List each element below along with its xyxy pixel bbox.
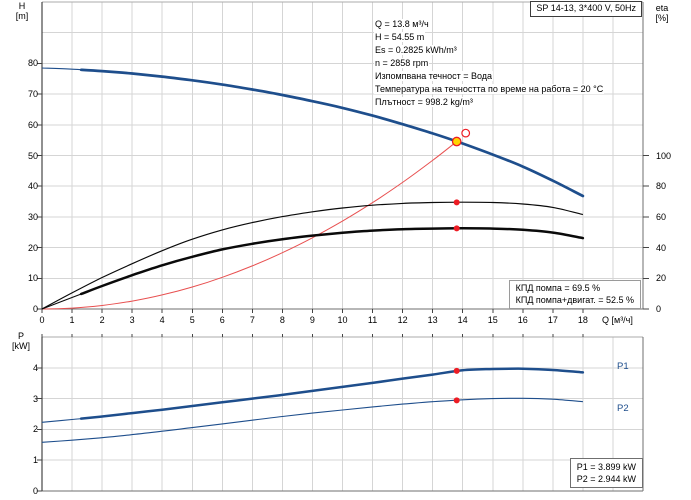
efficiency-results-box: КПД помпа = 69.5 % КПД помпа+двигат. = 5…: [508, 280, 641, 309]
x-tick-label: 1: [69, 315, 75, 325]
eta-pump-motor-duty-dot: [453, 225, 460, 232]
eta-tick-label: 80: [656, 181, 667, 192]
eta-tick-label: 60: [656, 211, 667, 222]
h-tick-label: 10: [27, 273, 38, 284]
info-line-q: Q = 13.8 м³/ч: [374, 19, 430, 29]
x-tick-label: 12: [397, 315, 408, 325]
p-tick-label: 4: [32, 362, 38, 373]
h-tick-label: 50: [27, 150, 38, 161]
eta-pump-motor-curve-rated-range: [79, 227, 585, 296]
kpd-pump-line: КПД помпа = 69.5 %: [515, 283, 601, 293]
x-tick-label: 13: [427, 315, 438, 325]
p-axis-label: P [kW]: [12, 331, 30, 351]
power-results-box: P1 = 3.899 kW P2 = 2.944 kW: [569, 458, 643, 488]
p1-value-line: P1 = 3.899 kW: [576, 462, 636, 472]
p-tick-label: 3: [32, 393, 38, 404]
eta-tick-label: 0: [656, 304, 662, 314]
curve-intersection-open-marker: [461, 128, 471, 138]
system-curve: [41, 141, 458, 310]
x-tick-label: 4: [159, 315, 165, 325]
eta-pump-duty-dot: [453, 199, 460, 206]
h-tick-label: 80: [27, 58, 38, 69]
info-line-liquid: Изпомпвана течност = Вода: [374, 71, 494, 81]
q-axis-unit-label: Q [м³/ч]: [602, 315, 633, 325]
p2-curve-label: P2: [617, 403, 629, 414]
h-tick-label: 70: [27, 89, 38, 100]
x-tick-label: 18: [577, 315, 588, 325]
info-line-n: n = 2858 rpm: [374, 58, 430, 68]
x-tick-label: 16: [517, 315, 528, 325]
h-tick-label: 20: [27, 242, 38, 253]
info-line-es: Es = 0.2825 kWh/m³: [374, 45, 458, 55]
axis-tick-marks: [37, 62, 649, 492]
head-curve-rated-range: [79, 68, 585, 198]
p-tick-label: 1: [32, 455, 38, 466]
p1-curve-rated-range: [79, 367, 585, 420]
x-tick-label: 9: [309, 315, 315, 325]
p-tick-label: 2: [32, 424, 38, 435]
x-tick-label: 2: [99, 315, 105, 325]
p2-curve: [41, 397, 583, 443]
x-tick-label: 14: [457, 315, 468, 325]
x-tick-label: 0: [39, 315, 45, 325]
h-axis-label: H [m]: [15, 1, 29, 21]
p1-curve-label: P1: [617, 361, 629, 372]
h-tick-label: 0: [32, 304, 38, 314]
p1-duty-dot: [453, 367, 460, 374]
info-line-temperature: Температура на течността по време на раб…: [374, 84, 605, 94]
x-tick-label: 6: [219, 315, 225, 325]
x-tick-label: 10: [337, 315, 348, 325]
p2-value-line: P2 = 2.944 kW: [576, 474, 636, 484]
p-tick-label: 0: [32, 486, 38, 496]
curves-layer: [41, 67, 585, 443]
x-tick-label: 3: [129, 315, 135, 325]
eta-axis-label: eta [%]: [655, 3, 669, 23]
x-tick-label: 11: [367, 315, 378, 325]
pump-title-box: SP 14-13, 3*400 V, 50Hz: [530, 1, 642, 17]
info-line-density: Плътност = 998.2 kg/m³: [374, 97, 474, 107]
x-tick-label: 7: [249, 315, 255, 325]
h-tick-label: 40: [27, 181, 38, 192]
duty-point-marker[interactable]: [451, 136, 462, 147]
h-tick-label: 60: [27, 119, 38, 130]
eta-tick-label: 100: [656, 150, 672, 161]
eta-tick-label: 40: [656, 242, 667, 253]
info-line-h: H = 54.55 m: [374, 32, 426, 42]
x-tick-label: 8: [279, 315, 285, 325]
eta-tick-label: 20: [656, 273, 667, 284]
duty-markers-layer: [451, 128, 471, 404]
h-tick-label: 30: [27, 211, 38, 222]
x-tick-label: 5: [189, 315, 195, 325]
eta-pump-curve: [41, 201, 584, 310]
duty-info-block: Q = 13.8 м³/ч H = 54.55 m Es = 0.2825 kW…: [374, 18, 605, 109]
x-tick-label: 17: [547, 315, 558, 325]
kpd-pump-motor-line: КПД помпа+двигат. = 52.5 %: [515, 294, 634, 305]
p2-duty-dot: [453, 397, 460, 404]
x-tick-label: 15: [487, 315, 498, 325]
